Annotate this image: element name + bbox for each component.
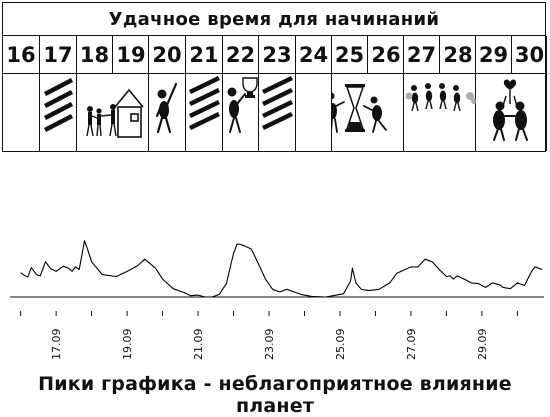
family-house-icon <box>86 88 144 138</box>
couple-with-hearts-icon <box>493 79 528 141</box>
x-tick-label: 23.09 <box>263 329 276 361</box>
series-line <box>20 240 543 298</box>
day-cell-22: 22 <box>223 36 259 151</box>
day-cell-27-28: 27 28 <box>404 36 476 151</box>
day-cell-16: 16 <box>3 36 40 151</box>
day-cell-23: 23 <box>259 36 296 151</box>
diagonal-stripes-icon <box>43 78 74 132</box>
x-tick-label: 19.09 <box>121 329 134 361</box>
x-axis-ticks <box>20 311 518 316</box>
day-number: 21 <box>186 36 222 74</box>
diagonal-stripes-icon <box>189 75 220 131</box>
day-number: 22 <box>223 36 258 74</box>
days-row: 16 17 18 19 <box>3 36 547 151</box>
x-tick-label: 27.09 <box>405 329 418 361</box>
chart-caption: Пики графика - неблагоприятное влияние п… <box>38 373 512 417</box>
day-number: 27 <box>404 36 440 74</box>
x-tick-label: 17.09 <box>50 329 63 361</box>
hourglass-with-people-icon <box>332 84 387 133</box>
x-axis-tick-labels: 17.09 19.09 21.09 23.09 25.09 27.09 29.09 <box>50 329 489 361</box>
x-tick-label: 29.09 <box>476 329 489 361</box>
walking-group-icon <box>405 83 476 112</box>
x-tick-label: 21.09 <box>192 329 205 361</box>
planetary-influence-chart: 17.09 19.09 21.09 23.09 25.09 27.09 29.09 <box>0 175 550 375</box>
day-number: 30 <box>512 36 547 74</box>
day-number: 24 <box>296 36 331 74</box>
x-tick-label: 25.09 <box>334 329 347 361</box>
person-with-trophy-icon <box>227 77 258 133</box>
day-number: 20 <box>149 36 185 74</box>
line-chart: 17.09 19.09 21.09 23.09 25.09 27.09 29.09 <box>10 240 544 361</box>
day-number: 23 <box>259 36 295 74</box>
day-number: 18 <box>77 36 113 74</box>
diagonal-stripes-icon <box>262 75 293 131</box>
day-number: 28 <box>440 36 476 74</box>
day-pictogram-empty <box>3 74 39 151</box>
day-cell-25-26: 25 26 <box>332 36 404 151</box>
day-cell-18-19: 18 19 <box>77 36 149 151</box>
day-cell-17: 17 <box>40 36 77 151</box>
day-number: 26 <box>368 36 404 74</box>
day-cell-24: 24 <box>296 36 332 151</box>
day-cell-21: 21 <box>186 36 223 151</box>
day-cell-20: 20 <box>149 36 186 151</box>
day-number: 17 <box>40 36 76 74</box>
favorable-days-table: Удачное время для начинаний 16 17 18 <box>2 2 547 152</box>
day-number: 16 <box>3 36 39 74</box>
day-number: 25 <box>332 36 368 74</box>
day-number: 19 <box>113 36 149 74</box>
table-title: Удачное время для начинаний <box>3 3 545 36</box>
day-cell-29-30: 29 30 <box>476 36 547 151</box>
person-pointing-icon <box>155 82 178 134</box>
day-number: 29 <box>476 36 512 74</box>
day-pictogram-empty <box>296 74 331 151</box>
